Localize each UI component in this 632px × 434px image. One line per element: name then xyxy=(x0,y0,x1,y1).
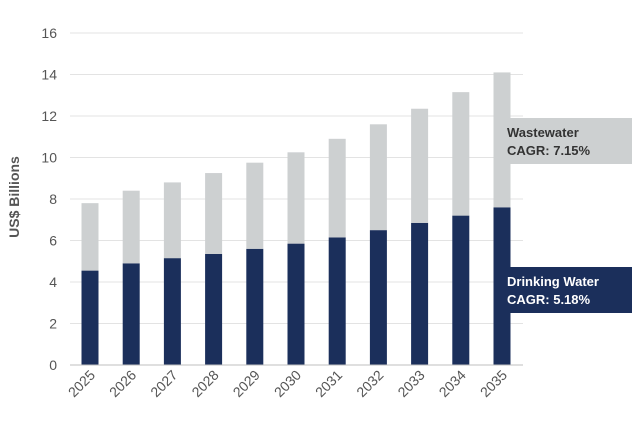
x-tick-label: 2034 xyxy=(436,367,469,400)
callout-cagr-drinking: CAGR: 5.18% xyxy=(507,292,591,307)
bars xyxy=(81,72,511,365)
bar-drinking-2030 xyxy=(287,243,305,365)
bar-drinking-2033 xyxy=(411,222,429,365)
bar-wastewater-2029 xyxy=(246,162,264,249)
x-tick-label: 2032 xyxy=(353,367,386,400)
x-tick-label: 2035 xyxy=(477,367,510,400)
callout-title-wastewater: Wastewater xyxy=(507,125,579,140)
bar-wastewater-2026 xyxy=(122,190,140,264)
bar-wastewater-2033 xyxy=(411,108,429,223)
bar-wastewater-2034 xyxy=(452,92,470,216)
callout-box-drinking xyxy=(500,267,632,313)
bar-wastewater-2028 xyxy=(205,173,223,254)
x-tick-label: 2025 xyxy=(65,367,98,400)
bar-drinking-2025 xyxy=(81,270,99,365)
callout-cagr-wastewater: CAGR: 7.15% xyxy=(507,143,591,158)
x-tick-label: 2030 xyxy=(271,367,304,400)
y-tick-label: 0 xyxy=(49,357,57,373)
bar-drinking-2031 xyxy=(328,237,346,365)
y-tick-label: 2 xyxy=(49,316,57,332)
x-tick-label: 2033 xyxy=(394,367,427,400)
x-tick-label: 2026 xyxy=(106,367,139,400)
bar-drinking-2029 xyxy=(246,248,264,365)
y-tick-label: 4 xyxy=(49,274,57,290)
bar-wastewater-2025 xyxy=(81,203,99,271)
bar-wastewater-2027 xyxy=(163,182,181,259)
y-tick-label: 14 xyxy=(41,67,57,83)
callout-box-wastewater xyxy=(500,118,632,164)
y-axis-title: US$ Billions xyxy=(6,156,22,238)
callout-title-drinking: Drinking Water xyxy=(507,274,599,289)
series-callouts: Wastewater CAGR: 7.15% Drinking Water CAGR:… xyxy=(500,118,632,313)
y-tick-label: 16 xyxy=(41,25,57,41)
bar-drinking-2028 xyxy=(205,253,223,365)
x-tick-label: 2028 xyxy=(188,367,221,400)
x-tick-label: 2029 xyxy=(230,367,263,400)
bar-drinking-2026 xyxy=(122,263,140,365)
bar-drinking-2027 xyxy=(163,258,181,365)
x-tick-label: 2031 xyxy=(312,367,345,400)
bar-drinking-2034 xyxy=(452,215,470,365)
bar-wastewater-2031 xyxy=(328,138,346,238)
y-tick-label: 8 xyxy=(49,191,57,207)
callout-drinking: Drinking Water CAGR: 5.18% xyxy=(500,267,632,313)
y-tick-label: 10 xyxy=(41,150,57,166)
y-tick-label: 6 xyxy=(49,233,57,249)
x-tick-label: 2027 xyxy=(147,367,180,400)
bar-wastewater-2030 xyxy=(287,152,305,244)
y-tick-label: 12 xyxy=(41,108,57,124)
bar-wastewater-2032 xyxy=(369,124,387,231)
callout-wastewater: Wastewater CAGR: 7.15% xyxy=(500,118,632,164)
bar-drinking-2032 xyxy=(369,230,387,365)
